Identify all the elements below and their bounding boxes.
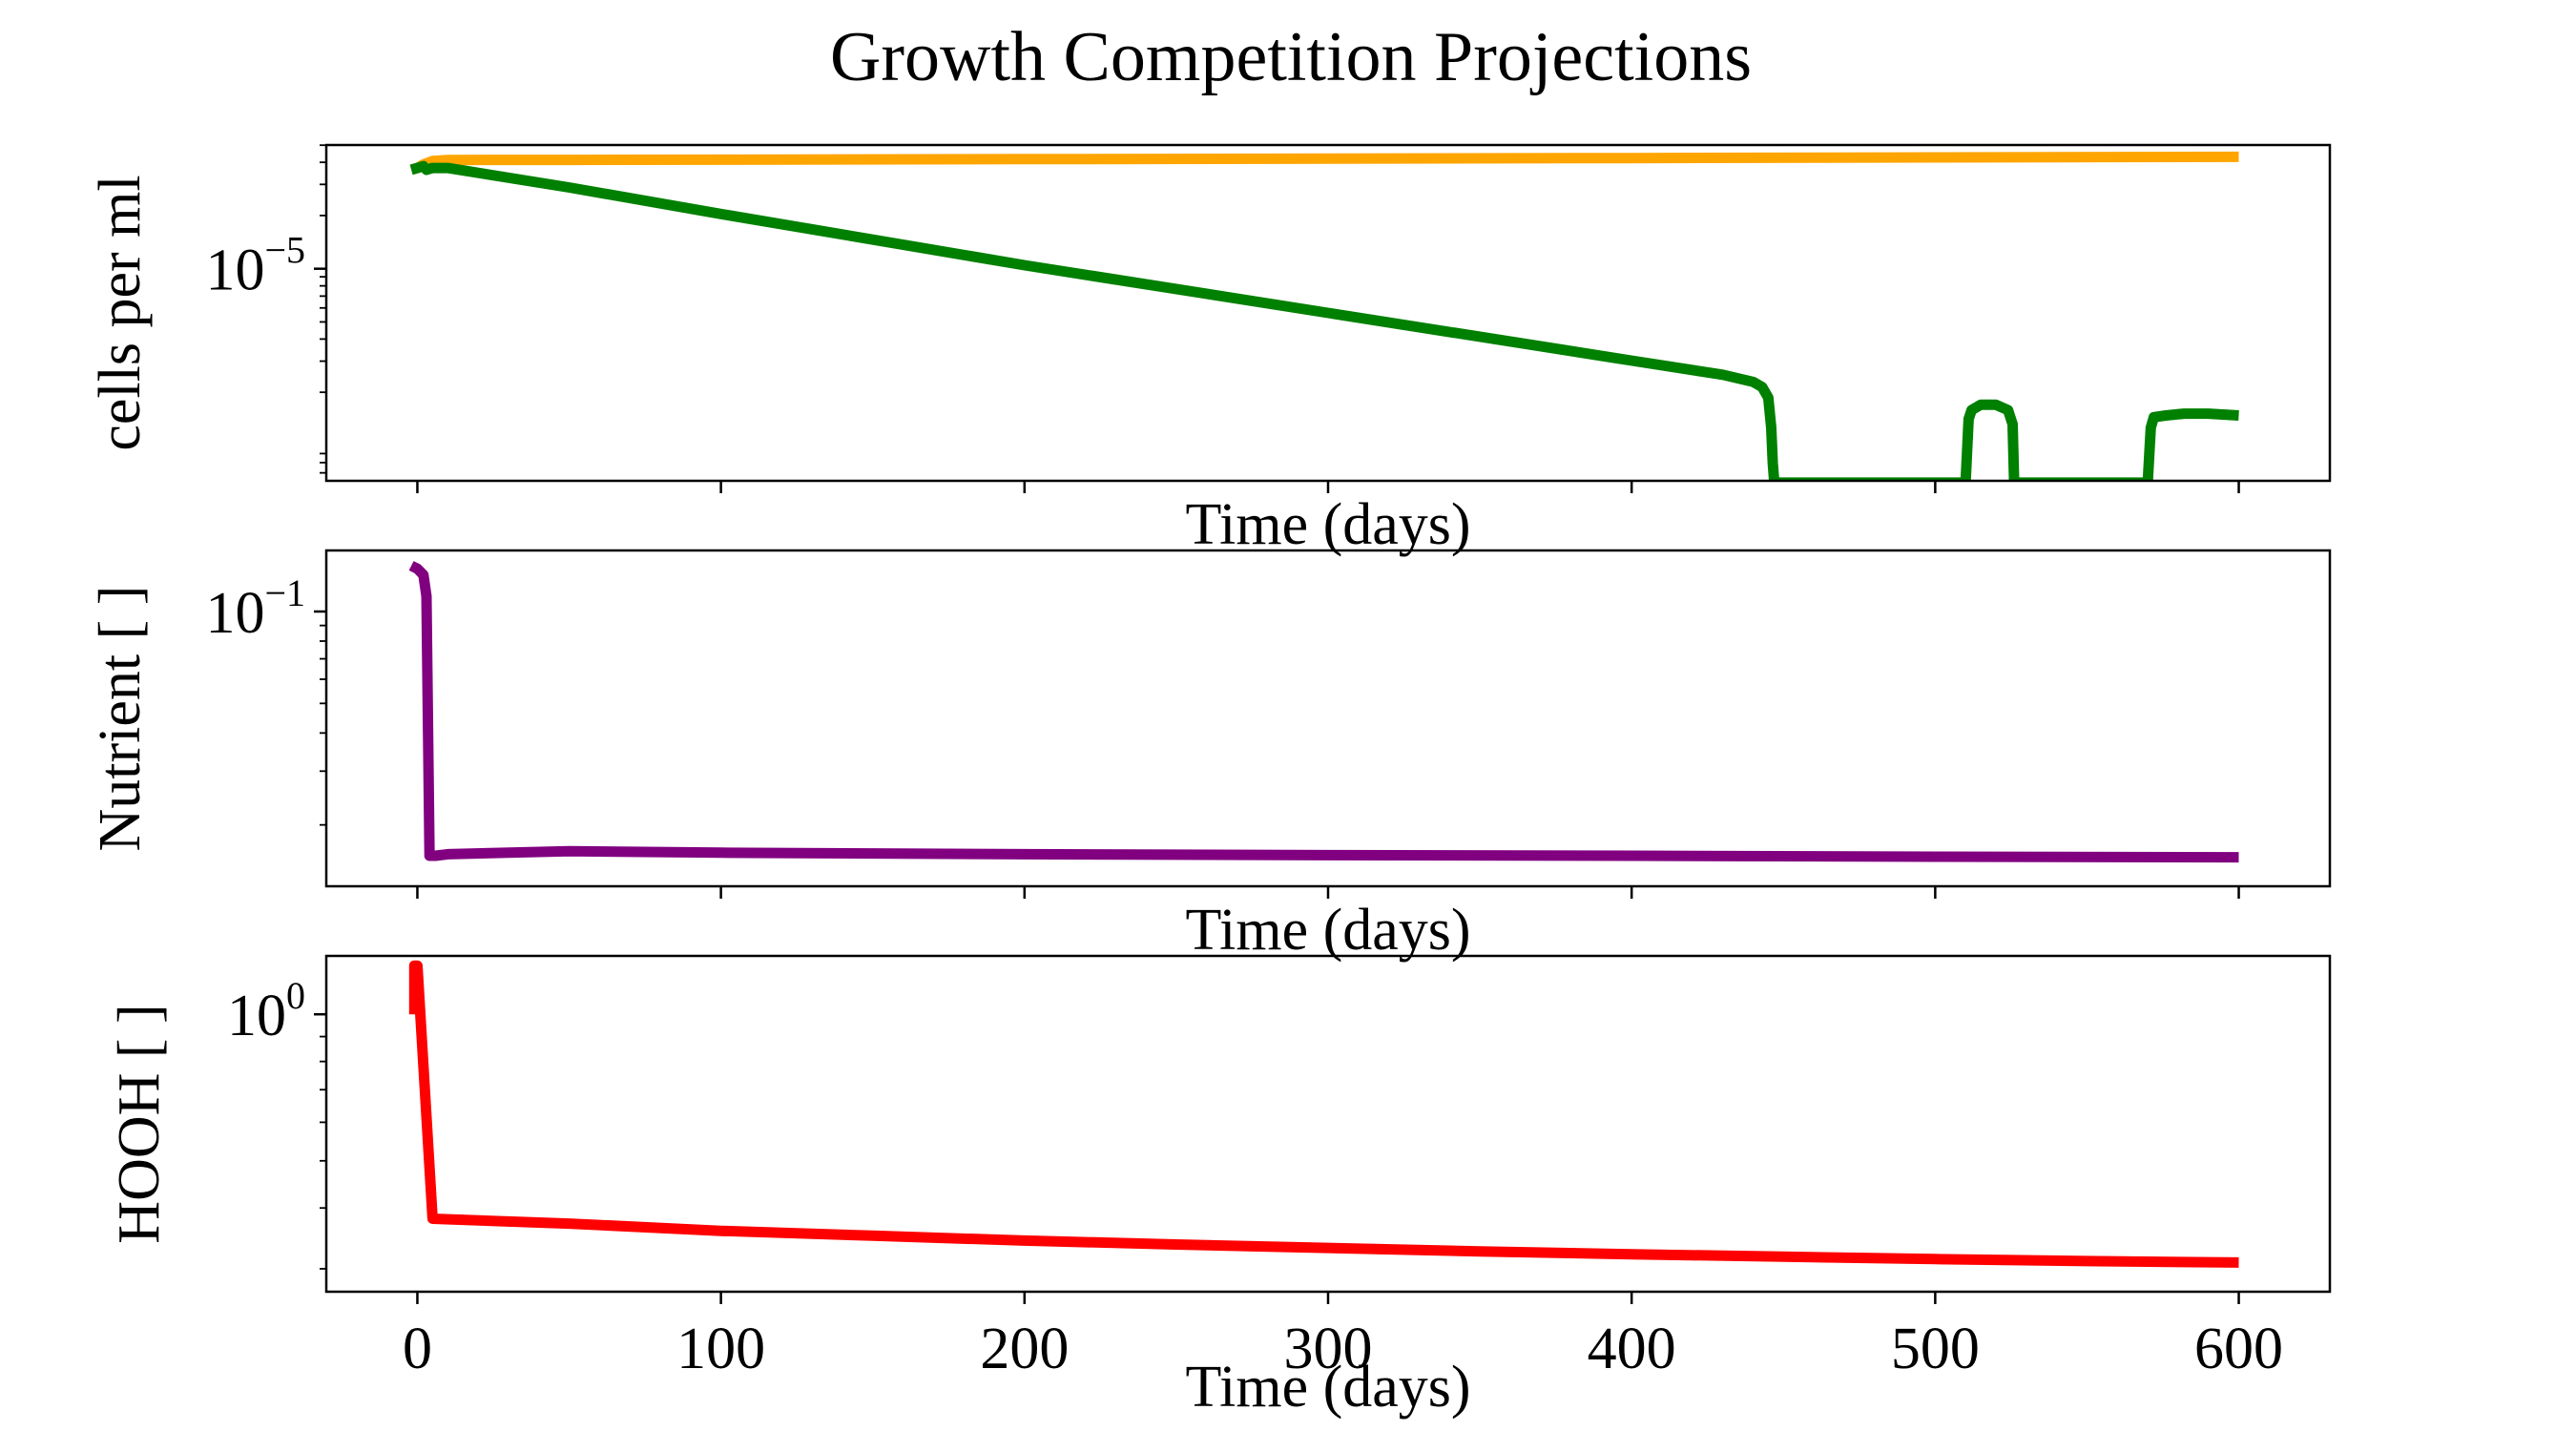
y-tick-label: 10−1 [205, 571, 305, 646]
figure-title: Growth Competition Projections [830, 18, 1752, 96]
series-group [408, 960, 2239, 1268]
subplot-nutrient: 10−1 Time (days) Nutrient [ ] [88, 549, 2332, 963]
x-axis-label: Time (days) [1185, 1355, 1470, 1420]
series-line-0 [409, 151, 2239, 176]
x-tick-label: 200 [980, 1317, 1069, 1381]
series-line-0 [408, 960, 2239, 1268]
y-tick-label: 100 [227, 974, 305, 1048]
x-tick-label: 100 [676, 1317, 765, 1381]
series-group [408, 561, 2239, 863]
x-tick-label: 600 [2194, 1317, 2283, 1381]
y-tick-label: 10−5 [205, 229, 305, 303]
y-axis-label: HOOH [ ] [107, 1004, 172, 1243]
x-tick-label: 0 [403, 1317, 432, 1381]
series-line-0 [408, 561, 2239, 863]
axes-frame [324, 954, 2332, 1294]
subplot-hooh: 0 100 200 300 400 500 600 100 Time (days) HOOH [ … [107, 954, 2332, 1420]
axes-frame [324, 549, 2332, 888]
subplot-cells: 10−5 Time (days) cells per ml [88, 143, 2332, 557]
y-axis-label: cells per ml [88, 175, 153, 450]
x-tick-label: 400 [1588, 1317, 1676, 1381]
series-line-1 [409, 160, 2239, 481]
x-tick-label: 500 [1891, 1317, 1980, 1381]
x-axis-label: Time (days) [1185, 898, 1470, 963]
x-axis-label: Time (days) [1185, 492, 1470, 557]
series-group [409, 151, 2239, 481]
x-tick-label: 300 [1284, 1317, 1373, 1381]
y-axis-label: Nutrient [ ] [88, 586, 153, 852]
